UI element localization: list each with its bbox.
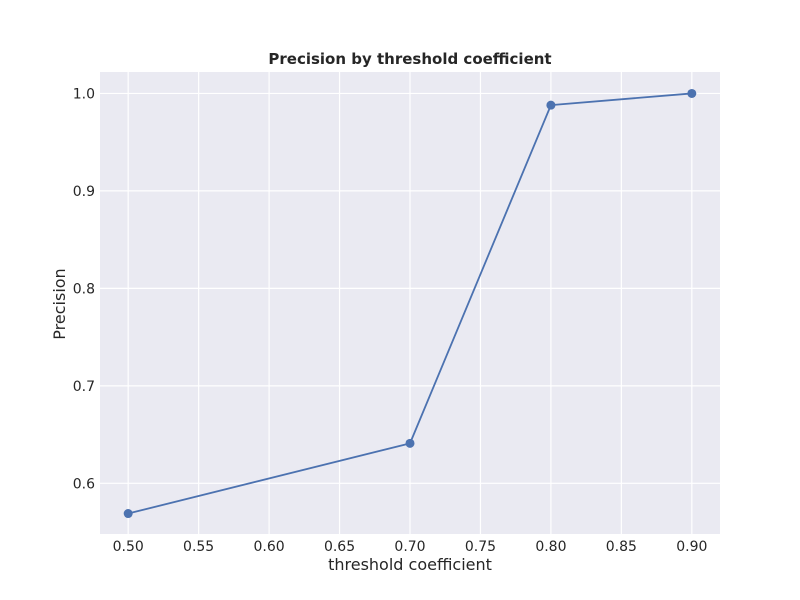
grid-lines <box>100 72 720 534</box>
x-tick-label: 0.50 <box>113 539 144 555</box>
y-tick-label: 0.6 <box>73 476 95 492</box>
data-point <box>405 438 415 448</box>
data-point <box>687 88 697 98</box>
y-axis-label: Precision <box>50 268 69 339</box>
y-tick-label: 0.8 <box>73 281 95 297</box>
x-tick-labels: 0.50 0.55 0.60 0.65 0.70 0.75 0.80 0.85 0.90 <box>113 539 708 555</box>
x-tick-label: 0.75 <box>465 539 496 555</box>
data-point <box>123 509 133 519</box>
x-tick-label: 0.85 <box>606 539 637 555</box>
y-tick-labels: 0.6 0.7 0.8 0.9 1.0 <box>73 86 95 492</box>
series-layer <box>123 88 697 519</box>
data-point <box>546 100 556 110</box>
x-tick-label: 0.60 <box>254 539 285 555</box>
y-tick-label: 0.7 <box>73 379 95 395</box>
x-tick-label: 0.90 <box>676 539 707 555</box>
x-tick-label: 0.80 <box>535 539 566 555</box>
series-line <box>127 92 692 515</box>
y-tick-label: 1.0 <box>73 86 95 102</box>
y-tick-label: 0.9 <box>73 184 95 200</box>
chart-title: Precision by threshold coefficient <box>268 50 551 68</box>
x-axis-label: threshold coefficient <box>328 555 492 574</box>
x-tick-label: 0.70 <box>394 539 425 555</box>
x-tick-label: 0.65 <box>324 539 355 555</box>
x-tick-label: 0.55 <box>183 539 214 555</box>
